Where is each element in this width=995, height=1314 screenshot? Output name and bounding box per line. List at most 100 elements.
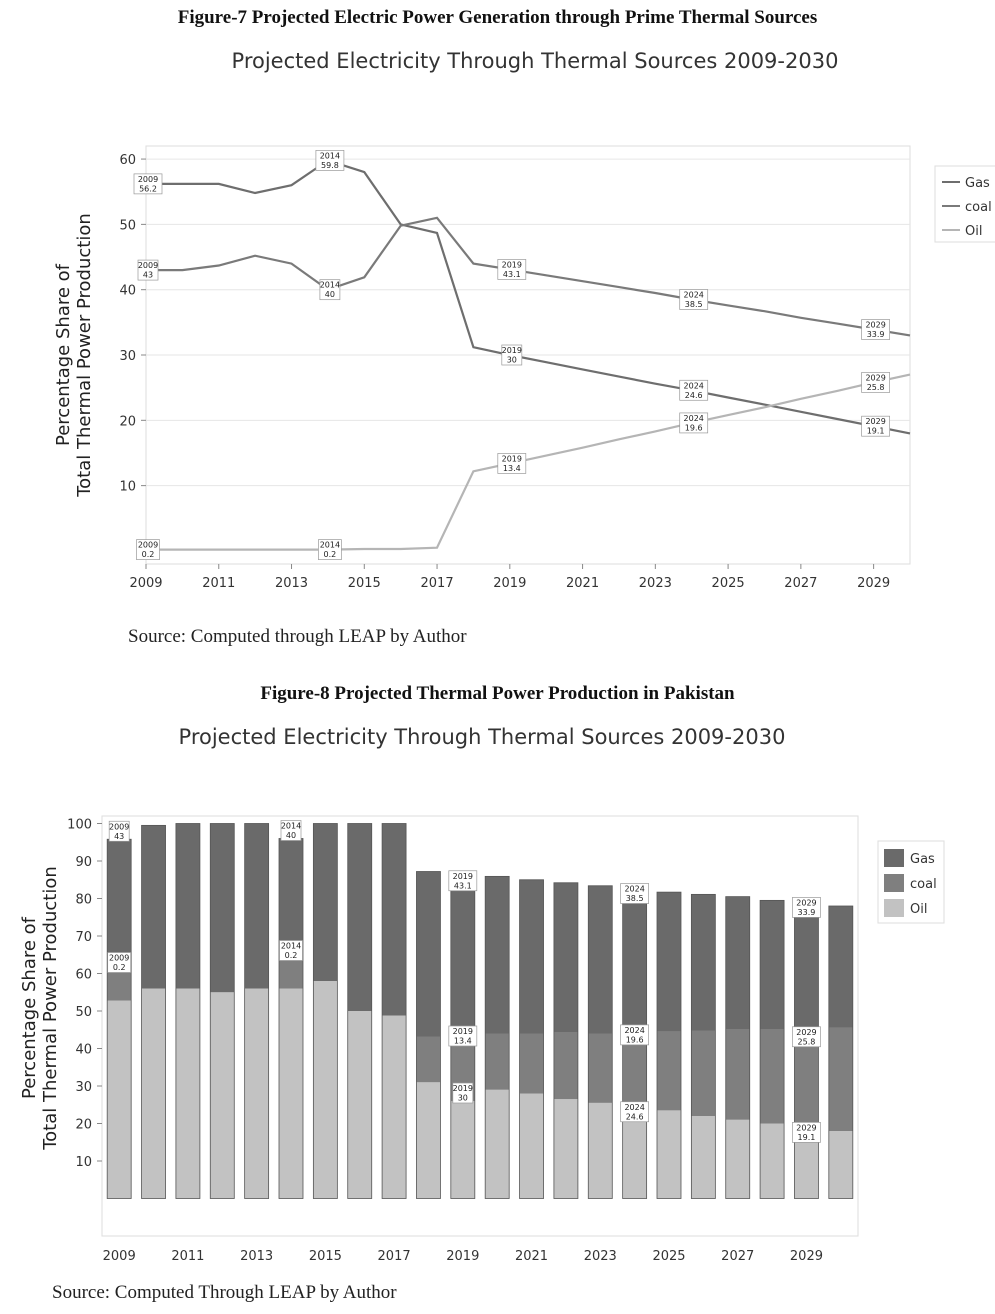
bar-outline-2012 xyxy=(209,823,235,1199)
y-axis-label-line-1: Percentage Share of xyxy=(19,916,40,1099)
bar-gas-2030 xyxy=(828,906,853,1028)
data-label-value: 19.1 xyxy=(867,427,885,436)
x-tick-label: 2027 xyxy=(721,1249,754,1264)
bar-coal-2027 xyxy=(725,1029,750,1120)
data-label-year: 2009 xyxy=(138,175,158,184)
legend-item-coal: coal xyxy=(884,874,937,892)
data-label-year: 2014 xyxy=(281,822,301,831)
y-tick-label: 20 xyxy=(119,414,136,429)
bar-coal-2026 xyxy=(691,1030,716,1116)
legend: Gas coal Oil xyxy=(934,165,995,243)
legend-item-oil: Oil xyxy=(884,899,927,917)
x-tick-label: 2029 xyxy=(857,576,890,591)
data-label-value: 43 xyxy=(143,271,153,280)
legend-label: Gas xyxy=(910,852,935,867)
y-tick-label: 20 xyxy=(75,1118,92,1133)
x-tick-label: 2015 xyxy=(309,1249,342,1264)
bar-oil-2027 xyxy=(725,1119,750,1199)
data-label-year: 2014 xyxy=(320,281,340,290)
x-tick-label: 2009 xyxy=(103,1249,136,1264)
chart-title: Projected Electricity Through Thermal So… xyxy=(232,49,839,73)
y-tick-label: 10 xyxy=(119,480,136,495)
data-label-year: 2029 xyxy=(865,373,885,382)
data-label-value: 30 xyxy=(507,356,517,365)
bar-outline-2030 xyxy=(828,905,854,1199)
x-tick-label: 2017 xyxy=(421,576,454,591)
bar-oil-2022 xyxy=(553,1099,578,1199)
y-tick-label: 50 xyxy=(119,218,136,233)
data-label-value: 0.2 xyxy=(285,951,298,960)
data-label-year: 2024 xyxy=(624,1026,644,1035)
x-tick-label: 2021 xyxy=(515,1249,548,1264)
data-label-value: 13.4 xyxy=(454,1037,472,1046)
data-label-value: 59.8 xyxy=(321,161,339,170)
bar-gas-2023 xyxy=(588,885,613,1034)
bar-oil-2026 xyxy=(691,1116,716,1199)
figure-8-caption: Figure-8 Projected Thermal Power Product… xyxy=(260,683,735,704)
x-tick-label: 2011 xyxy=(202,576,235,591)
bar-outline-2011 xyxy=(175,823,201,1199)
bar-gas-2018 xyxy=(416,871,441,1037)
bar-gas-2014 xyxy=(279,838,303,959)
figure-8-source: Source: Computed Through LEAP by Author xyxy=(52,1282,397,1303)
legend-swatch xyxy=(884,874,904,892)
bar-gas-2015 xyxy=(313,823,338,981)
data-label-value: 30 xyxy=(458,1094,468,1103)
legend-item-oil: Oil xyxy=(942,224,982,239)
bar-gas-2027 xyxy=(725,896,750,1030)
data-label-value: 25.8 xyxy=(867,383,885,392)
data-label-year: 2024 xyxy=(684,290,704,299)
bar-coal-2009 xyxy=(107,970,132,1001)
bar-gas-2013 xyxy=(244,823,269,989)
bar-oil-2029 xyxy=(794,1140,819,1199)
bar-oil-2011 xyxy=(175,988,200,1199)
bar-oil-2012 xyxy=(210,992,235,1199)
bar-outline-2022 xyxy=(553,882,579,1199)
bar-outline-2028 xyxy=(759,899,785,1199)
y-tick-label: 10 xyxy=(75,1155,92,1170)
bar-coal-2023 xyxy=(588,1033,613,1103)
x-tick-label: 2025 xyxy=(652,1249,685,1264)
bar-gas-2009 xyxy=(107,839,132,971)
bar-oil-2015 xyxy=(313,981,338,1199)
x-tick-label: 2029 xyxy=(790,1249,823,1264)
bar-oil-2010 xyxy=(141,988,166,1199)
series-line-gas xyxy=(146,159,911,435)
bar-outline-2018 xyxy=(416,871,441,1199)
data-label-value: 43.1 xyxy=(454,881,472,890)
line-chart: Projected Electricity Through Thermal So… xyxy=(53,49,995,591)
bar-gas-2012 xyxy=(210,823,235,993)
data-label-year: 2019 xyxy=(453,872,473,881)
y-axis-label-line-2: Total Thermal Power Production xyxy=(74,213,95,498)
x-tick-label: 2021 xyxy=(566,576,599,591)
bar-oil-2019 xyxy=(450,1101,475,1199)
data-label-value: 43.1 xyxy=(503,270,521,279)
data-label-year: 2009 xyxy=(138,541,158,550)
data-label-year: 2019 xyxy=(453,1084,473,1093)
data-label-year: 2019 xyxy=(502,346,522,355)
bar-gas-2026 xyxy=(691,894,716,1031)
bar-coal-2021 xyxy=(519,1033,544,1094)
bar-gas-2016 xyxy=(347,823,372,1011)
bar-outline-2021 xyxy=(519,879,544,1199)
data-label-value: 43 xyxy=(114,832,124,841)
bar-outline-2015 xyxy=(312,823,338,1199)
data-label-value: 24.6 xyxy=(685,391,703,400)
